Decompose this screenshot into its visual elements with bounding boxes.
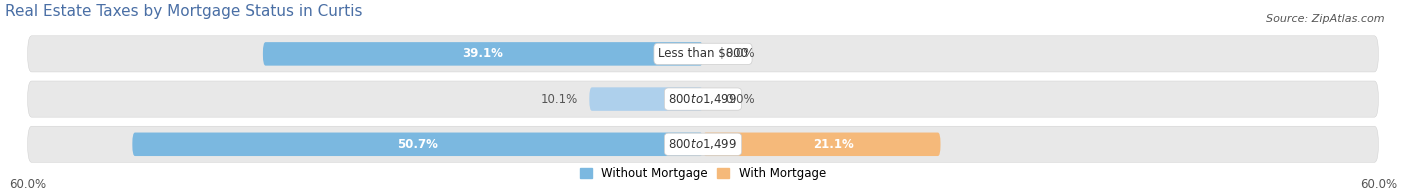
Text: 0.0%: 0.0%: [725, 93, 755, 105]
FancyBboxPatch shape: [703, 133, 941, 156]
Text: Real Estate Taxes by Mortgage Status in Curtis: Real Estate Taxes by Mortgage Status in …: [6, 4, 363, 19]
FancyBboxPatch shape: [589, 87, 703, 111]
Text: $800 to $1,499: $800 to $1,499: [668, 92, 738, 106]
Text: Less than $800: Less than $800: [658, 47, 748, 60]
Legend: Without Mortgage, With Mortgage: Without Mortgage, With Mortgage: [581, 167, 825, 180]
Text: 50.7%: 50.7%: [398, 138, 439, 151]
Text: 21.1%: 21.1%: [813, 138, 853, 151]
Text: 10.1%: 10.1%: [541, 93, 578, 105]
FancyBboxPatch shape: [28, 36, 1378, 72]
FancyBboxPatch shape: [263, 42, 703, 66]
FancyBboxPatch shape: [132, 133, 703, 156]
Text: Source: ZipAtlas.com: Source: ZipAtlas.com: [1267, 14, 1385, 24]
FancyBboxPatch shape: [28, 126, 1378, 162]
FancyBboxPatch shape: [28, 81, 1378, 117]
Text: $800 to $1,499: $800 to $1,499: [668, 137, 738, 151]
Text: 39.1%: 39.1%: [463, 47, 503, 60]
Text: 0.0%: 0.0%: [725, 47, 755, 60]
